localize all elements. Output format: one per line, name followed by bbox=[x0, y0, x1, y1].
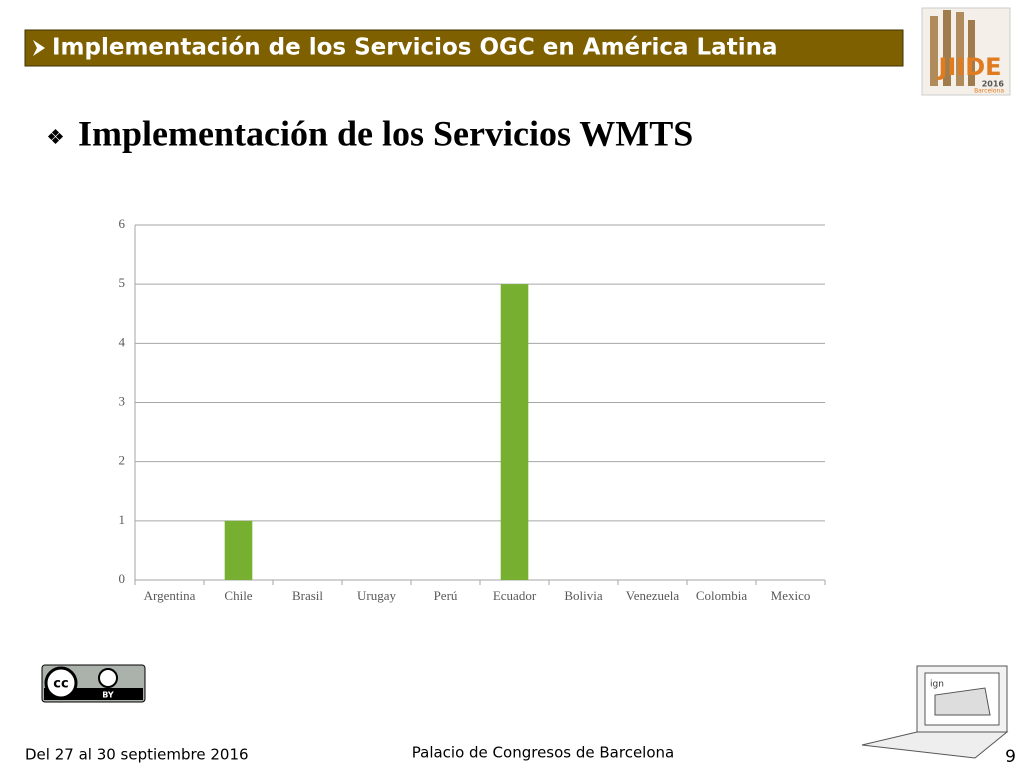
x-tick-label: Bolivia bbox=[564, 588, 603, 603]
x-tick-label: Ecuador bbox=[493, 588, 537, 603]
x-tick-label: Argentina bbox=[144, 588, 196, 603]
x-tick-label: Brasil bbox=[292, 588, 323, 603]
cc-label: cc bbox=[53, 677, 68, 692]
laptop-illustration: ign bbox=[861, 665, 1009, 759]
x-tick-label: Perú bbox=[434, 588, 458, 603]
x-tick-label: Urugay bbox=[357, 588, 396, 603]
subtitle: Implementación de los Servicios WMTS bbox=[78, 113, 693, 153]
x-tick-label: Venezuela bbox=[626, 588, 680, 603]
header-bar bbox=[24, 29, 904, 67]
logo-city: Barcelona bbox=[974, 88, 1004, 95]
y-tick-label: 2 bbox=[119, 453, 126, 468]
logo-name: JIIDE bbox=[936, 53, 1001, 81]
footer-venue: Palacio de Congresos de Barcelona bbox=[412, 744, 674, 762]
x-tick-label: Mexico bbox=[771, 588, 811, 603]
footer-dates: Del 27 al 30 septiembre 2016 bbox=[25, 746, 249, 764]
subtitle-bullet bbox=[47, 128, 64, 145]
bar bbox=[224, 520, 253, 580]
bar bbox=[500, 284, 529, 580]
y-tick-label: 4 bbox=[119, 334, 126, 349]
y-tick-label: 3 bbox=[119, 393, 126, 408]
cc-badge: cc BY bbox=[41, 664, 146, 703]
jiide-logo: JIIDE 2016 Barcelona bbox=[921, 7, 1011, 96]
x-tick-label: Colombia bbox=[696, 588, 748, 603]
header-bullet bbox=[33, 40, 45, 56]
chart: 0 1 2 3 4 5 6 Argentina Chile Brasil Urugay Perú Ecu… bbox=[119, 216, 826, 603]
by-label: BY bbox=[102, 691, 114, 700]
y-tick-label: 0 bbox=[119, 571, 126, 586]
y-tick-label: 1 bbox=[119, 512, 126, 527]
header-title: Implementación de los Servicios OGC en A… bbox=[52, 35, 777, 61]
logo-year: 2016 bbox=[982, 80, 1005, 89]
x-tick-label: Chile bbox=[224, 588, 252, 603]
footer-page: 9 bbox=[1005, 747, 1016, 767]
y-tick-label: 6 bbox=[119, 216, 126, 231]
y-tick-label: 5 bbox=[119, 275, 126, 290]
laptop-label: ign bbox=[930, 680, 944, 690]
